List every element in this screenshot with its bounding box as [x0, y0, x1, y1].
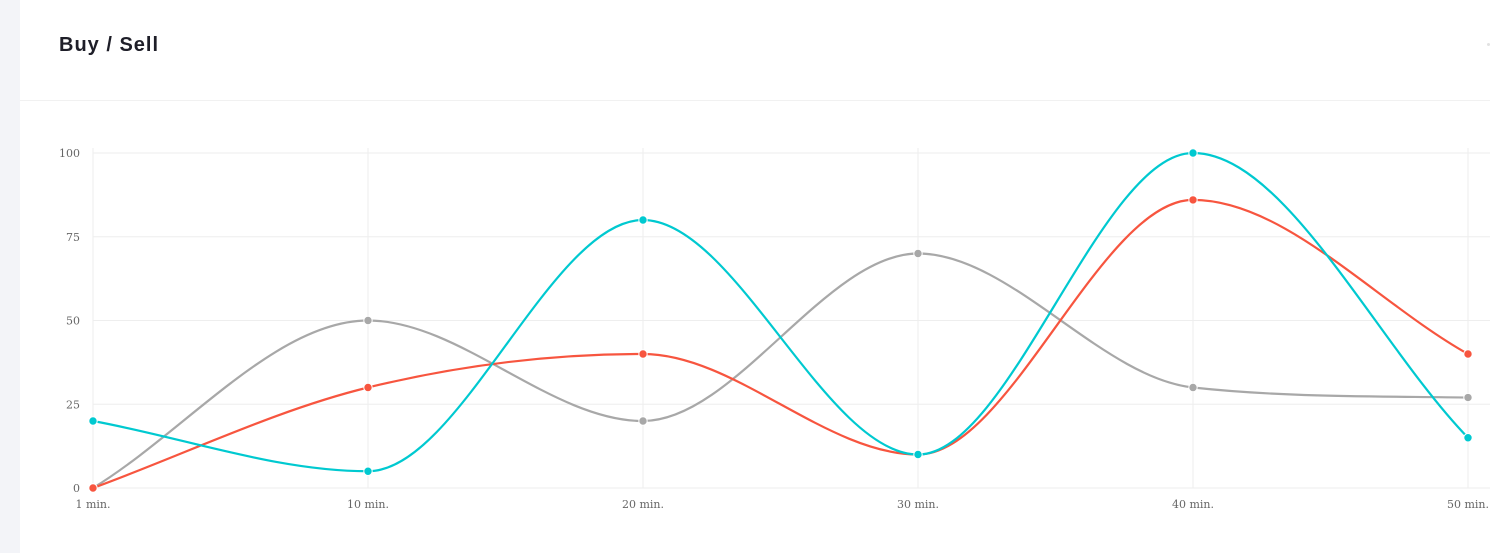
x-tick-label: 1 min.	[75, 498, 110, 511]
series-line	[91, 198, 1470, 490]
data-point[interactable]	[1188, 382, 1198, 393]
data-point[interactable]	[363, 382, 373, 393]
card-title: Buy / Sell	[59, 34, 160, 56]
data-point[interactable]	[1188, 195, 1198, 205]
y-tick-label: 100	[59, 147, 80, 160]
data-point[interactable]	[1463, 349, 1473, 359]
data-point[interactable]	[1188, 148, 1198, 158]
data-point[interactable]	[638, 215, 648, 225]
y-axis-ticks: 0 25 50 75 100	[59, 147, 80, 495]
x-tick-label: 10 min.	[347, 498, 389, 511]
data-point[interactable]	[88, 416, 98, 426]
x-axis-ticks: 1 min. 10 min. 20 min. 30 min. 40 min. 50 min…	[75, 498, 1489, 511]
data-point[interactable]	[363, 315, 373, 326]
card-header: Buy / Sell	[20, 0, 1490, 101]
data-point[interactable]	[1463, 392, 1473, 403]
y-tick-label: 50	[66, 315, 80, 328]
data-point[interactable]	[88, 483, 98, 493]
series-0	[88, 148, 1473, 476]
x-tick-label: 20 min.	[622, 498, 664, 511]
data-point[interactable]	[638, 416, 648, 426]
x-tick-label: 30 min.	[897, 498, 939, 511]
y-tick-label: 0	[73, 482, 80, 495]
series-2	[88, 248, 1473, 493]
x-tick-label: 40 min.	[1172, 498, 1214, 511]
chart-series	[88, 148, 1473, 493]
series-line	[91, 252, 1470, 490]
card-menu-dot-icon[interactable]	[1487, 43, 1490, 46]
x-tick-label: 50 min.	[1447, 498, 1489, 511]
data-point[interactable]	[913, 449, 923, 460]
data-point[interactable]	[1463, 433, 1473, 443]
chart-grid	[92, 148, 1490, 489]
series-1	[88, 195, 1473, 493]
y-tick-label: 75	[66, 231, 80, 244]
series-line	[91, 151, 1470, 473]
y-tick-label: 25	[66, 398, 80, 411]
data-point[interactable]	[363, 466, 373, 476]
data-point[interactable]	[638, 349, 648, 359]
data-point[interactable]	[913, 248, 923, 259]
